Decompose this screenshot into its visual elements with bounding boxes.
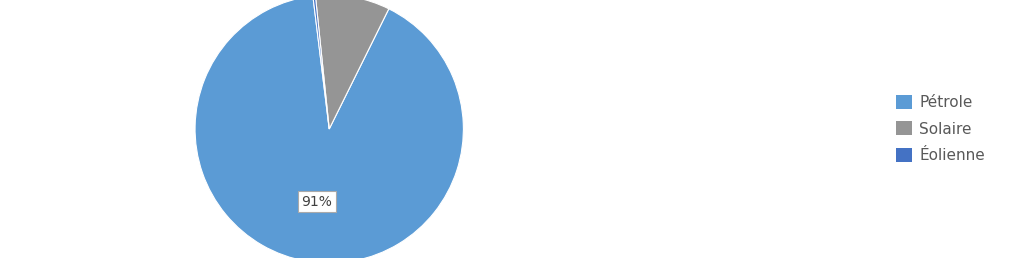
Wedge shape [313,0,329,129]
Wedge shape [315,0,389,129]
Legend: Pétrole, Solaire, Éolienne: Pétrole, Solaire, Éolienne [897,95,985,163]
Text: 91%: 91% [302,195,332,209]
Wedge shape [196,0,463,258]
